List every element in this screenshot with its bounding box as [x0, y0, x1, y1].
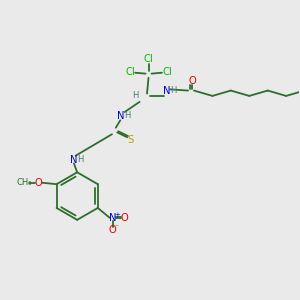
Text: H: H — [124, 111, 130, 120]
Text: N: N — [163, 85, 170, 96]
Text: ⁻: ⁻ — [115, 222, 119, 231]
Text: N: N — [70, 154, 78, 164]
Text: H: H — [78, 155, 84, 164]
Text: N: N — [116, 111, 124, 121]
Text: CH₃: CH₃ — [16, 178, 32, 187]
Text: S: S — [128, 135, 134, 145]
Text: H: H — [133, 91, 139, 100]
Text: O: O — [109, 225, 116, 235]
Text: O: O — [34, 178, 42, 188]
Text: O: O — [188, 76, 196, 86]
Text: Cl: Cl — [163, 67, 173, 77]
Text: H: H — [170, 86, 176, 95]
Text: N: N — [109, 213, 116, 224]
Text: O: O — [120, 213, 128, 224]
Text: Cl: Cl — [125, 67, 135, 77]
Text: +: + — [114, 212, 120, 218]
Text: Cl: Cl — [144, 54, 153, 64]
